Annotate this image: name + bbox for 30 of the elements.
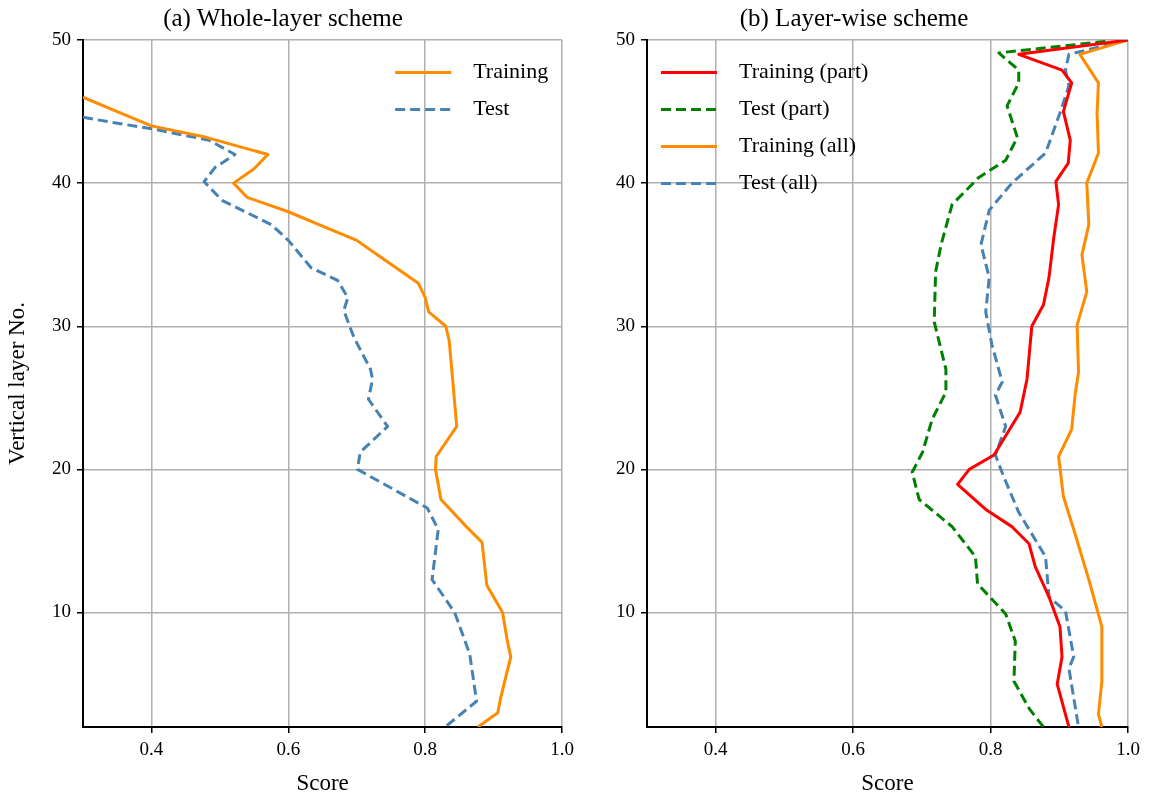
line-series: [910, 40, 1107, 727]
x-tick-label: 0.8: [978, 738, 1003, 760]
y-tick-label: 30: [52, 314, 71, 336]
legend-label: Test (part): [739, 95, 830, 121]
x-tick-label: 1.0: [550, 738, 574, 760]
y-tick-label: 30: [616, 314, 635, 336]
y-tick-label: 10: [616, 600, 635, 622]
y-tick-label: 20: [52, 457, 71, 479]
y-tick-label: 20: [616, 457, 635, 479]
y-tick-label: 10: [52, 600, 71, 622]
legend-label: Training: [473, 58, 549, 84]
x-tick-label: 0.6: [841, 738, 866, 760]
legend-label: Test (all): [739, 169, 818, 195]
y-tick-label: 40: [52, 171, 71, 193]
legend-label: Training (all): [739, 132, 857, 158]
x-tick-label: 0.8: [413, 738, 438, 760]
y-axis-title: Vertical layer No.: [3, 302, 29, 465]
x-axis-title: Score: [296, 770, 349, 796]
x-tick-label: 0.4: [139, 738, 164, 760]
x-tick-label: 0.4: [703, 738, 729, 760]
chart-title: (b) Layer-wise scheme: [739, 3, 969, 32]
y-tick-label: 40: [616, 171, 635, 193]
legend-label: Test: [473, 95, 510, 121]
y-tick-label: 50: [52, 27, 71, 49]
x-tick-label: 1.0: [1116, 738, 1140, 760]
x-axis-title: Score: [861, 770, 914, 796]
chart-title: (a) Whole-layer scheme: [163, 3, 403, 32]
legend-label: Training (part): [739, 58, 869, 84]
x-tick-label: 0.6: [276, 738, 301, 760]
y-tick-label: 50: [616, 27, 635, 49]
